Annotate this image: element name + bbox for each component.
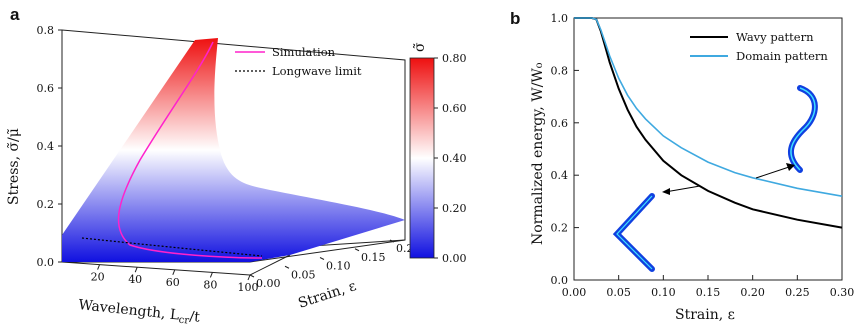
domain-pattern-inset-highlight [790,87,816,171]
b-y-tick-label: 0.0 [551,274,569,287]
colorbar-tick-label: 0.40 [442,152,467,165]
b-x-tick-label: 0.15 [696,286,721,299]
x-tick-label: 20 [91,271,105,284]
panel-b: b 0.00 0.05 0.10 0.15 0.20 0.25 0.300.00.20.40… [510,9,854,323]
x-tick-label: 60 [166,276,180,289]
y-axis-ticks: 0.000.050.100.150.20 [249,239,421,290]
colorbar-ticks: 0.80 0.60 0.40 0.20 0.00 [434,52,467,265]
b-x-tick-label: 0.00 [562,286,587,299]
colorbar-title: σ̃ [412,42,428,52]
x-tick-label: 100 [238,281,259,294]
y-axis-label: Strain, ε [296,278,358,312]
floor-edge-depth [249,239,406,263]
colorbar-tick-label: 0.60 [442,102,467,115]
colorbar-tick-label: 0.20 [442,202,467,215]
b-x-tick-label: 0.10 [651,286,676,299]
y-tick-mark [249,274,255,278]
b-y-tick-label: 0.2 [551,222,569,235]
z-tick-label: 0.0 [37,256,55,269]
x-tick-mark [247,274,251,281]
depth-axis [249,254,291,276]
x-axis-label-main: Wavelength, L [78,297,180,324]
arrow-domain-head [786,163,795,171]
legend-longwave-label: Longwave limit [272,64,362,78]
x-tick-mark [172,269,176,275]
panel-b-ticks: 0.00 0.05 0.10 0.15 0.20 0.25 0.30 0.0 0.2 0.4 0.6… [551,12,855,299]
y-tick-mark [389,239,395,243]
b-x-tick-label: 0.25 [785,286,810,299]
y-tick-mark [319,257,325,260]
arrow-domain [755,165,793,179]
legend-domain-label: Domain pattern [736,49,828,63]
x-axis-ticks: 20 40 60 80 100 [91,264,259,294]
wavy-pattern-inset-highlight [616,195,653,270]
colorbar-tick-label: 0.00 [442,252,467,265]
y-tick-mark [284,265,290,269]
legend-simulation-label: Simulation [272,45,336,59]
y-tick-label: 0.10 [326,260,351,273]
y-tick-label: 0.15 [361,251,386,264]
panel-b-series [574,17,843,229]
z-axis-label: Stress, σ̃/μ̃ [6,128,22,205]
b-x-tick-label: 0.30 [830,286,855,299]
b-y-tick-label: 0.4 [551,169,569,182]
x-axis-label-sub: cr [178,315,190,327]
y-tick-label: 0.00 [256,277,281,290]
legend-wavy-label: Wavy pattern [736,30,814,44]
domain-pattern-line [574,17,843,197]
b-y-tick-label: 0.8 [551,64,569,77]
panel-a-letter: a [10,5,20,24]
b-x-tick-label: 0.20 [740,286,765,299]
stress-surface [62,38,405,262]
front-edge [61,261,251,276]
colorbar [409,57,435,259]
y-tick-label: 0.05 [291,268,316,281]
b-x-tick-label: 0.05 [606,286,631,299]
panel-a: a 0.0 0.2 0.4 0.6 0.8 20 40 60 80 100 0.00 0.05 0.… [6,5,467,327]
z-tick-label: 0.8 [37,24,55,37]
b-y-axis-label: Normalized energy, W/W₀ [530,62,546,245]
x-tick-mark [134,267,138,273]
arrow-wavy-head [662,188,670,195]
x-tick-label: 40 [128,273,142,286]
z-tick-label: 0.4 [37,140,55,153]
z-tick-label: 0.2 [37,198,55,211]
wavy-pattern-inset [612,193,655,272]
x-axis-label: Wavelength, Lcr/t [77,297,201,327]
b-y-tick-label: 0.6 [551,117,569,130]
arrow-wavy [664,185,701,193]
z-tick-label: 0.6 [37,82,55,95]
colorbar-tick-label: 0.80 [442,52,467,65]
x-axis-label-tail: /t [189,309,201,326]
simulation-curve [117,41,263,259]
x-tick-mark [97,264,101,270]
b-y-tick-label: 1.0 [551,12,569,25]
x-tick-label: 80 [203,278,217,291]
longwave-limit-curve [81,237,263,257]
panel-b-letter: b [510,9,520,28]
y-tick-mark [354,248,360,252]
x-tick-mark [209,272,213,278]
b-x-axis-label: Strain, ε [675,307,735,323]
z-axis-ticks: 0.0 0.2 0.4 0.6 0.8 [37,24,62,269]
